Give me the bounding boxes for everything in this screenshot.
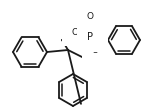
Text: O: O (92, 45, 98, 55)
Text: O: O (87, 12, 93, 20)
Text: O: O (72, 28, 79, 37)
Text: P: P (87, 32, 93, 42)
